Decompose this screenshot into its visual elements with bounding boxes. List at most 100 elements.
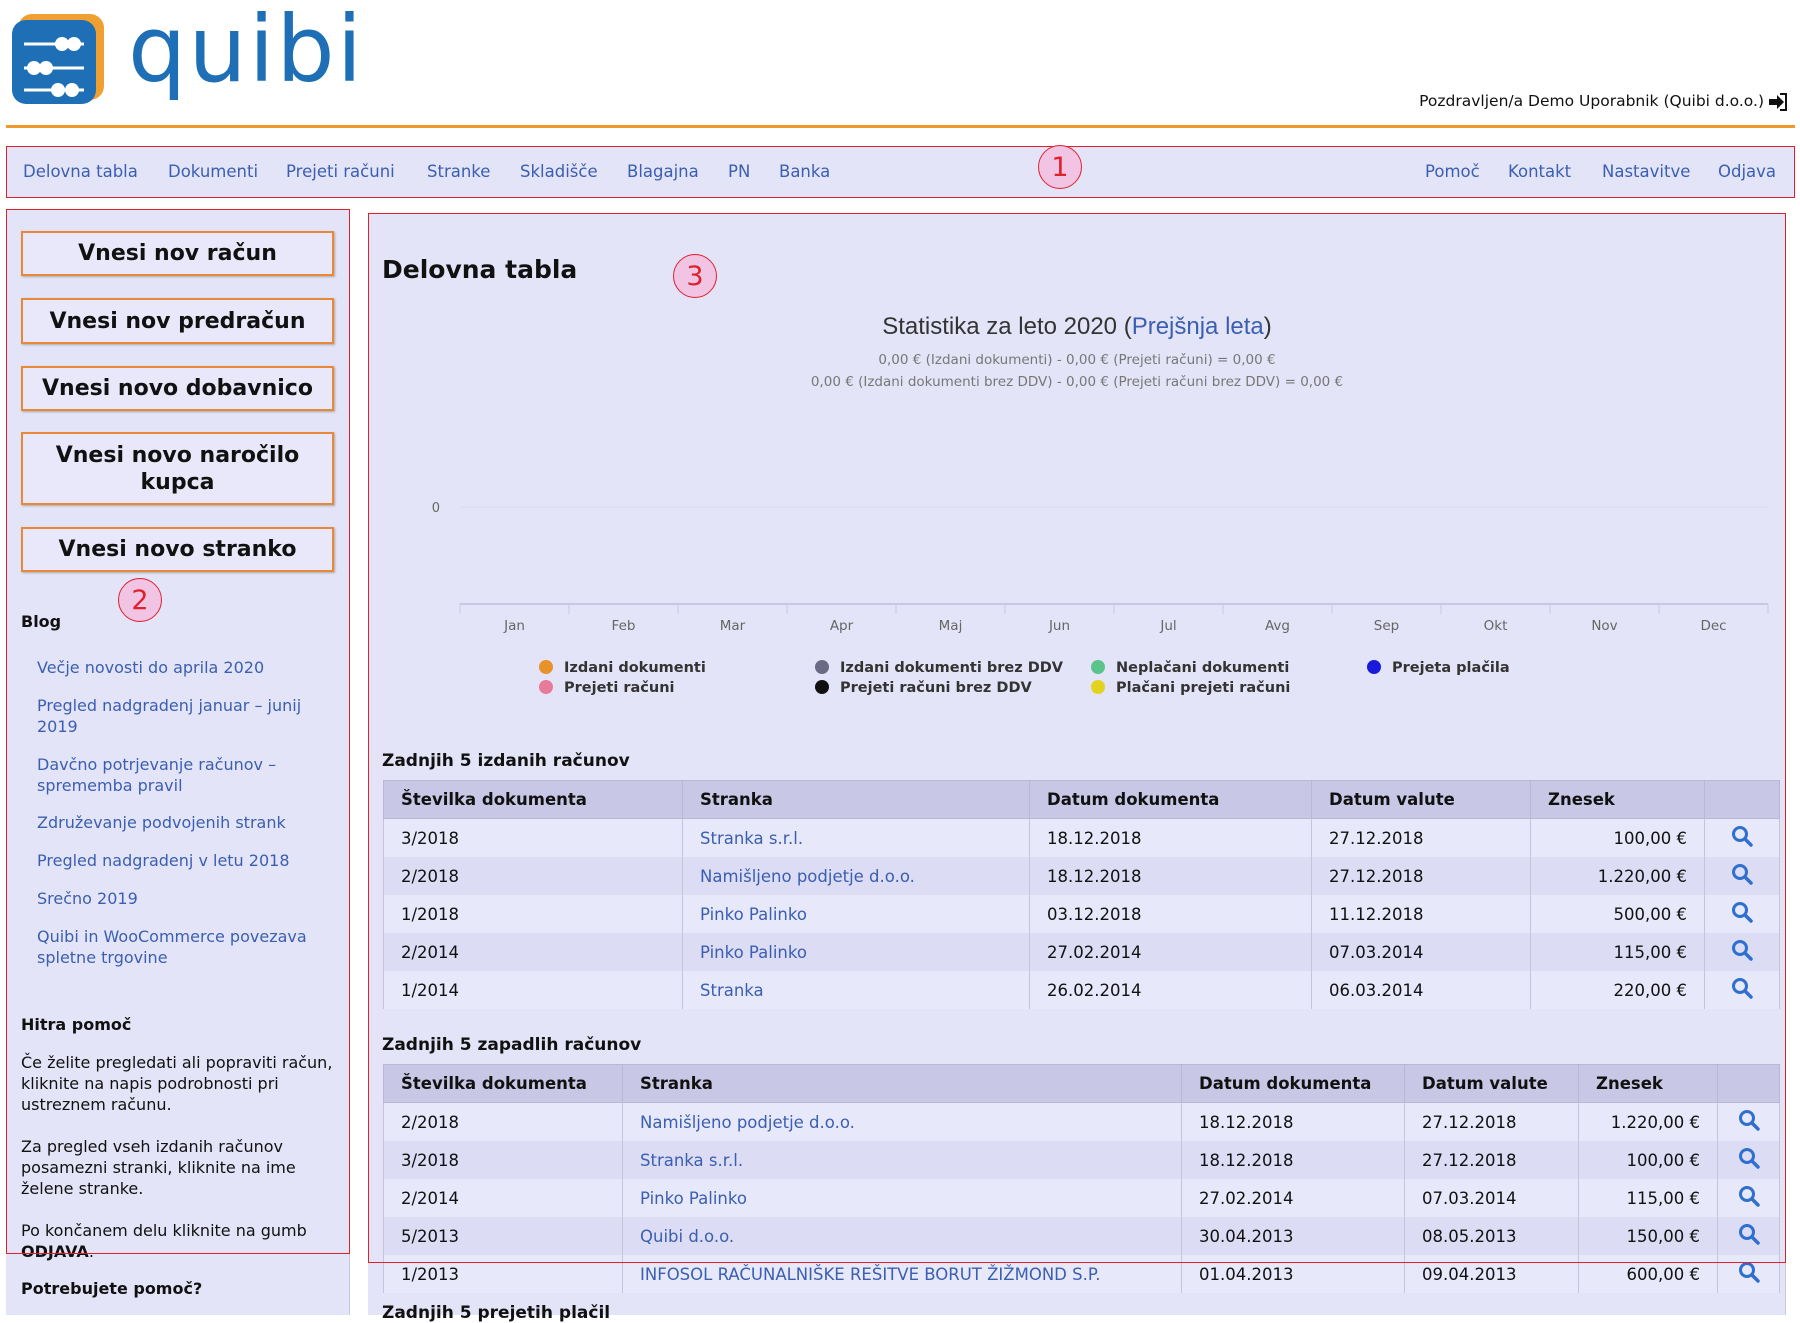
magnifier[interactable]	[1738, 1261, 1760, 1283]
nav-link[interactable]: PN	[728, 162, 751, 181]
nav-link[interactable]: Blagajna	[627, 162, 699, 181]
chart-title-link[interactable]: Prejšnja leta	[1131, 313, 1264, 340]
table-cell: 2/2014	[383, 1179, 623, 1217]
blog-link[interactable]: Združevanje podvojenih strank	[37, 813, 286, 832]
table-cell: Stranka s.r.l.	[682, 818, 1030, 857]
logout-icon[interactable]	[1768, 93, 1788, 111]
blog-link[interactable]: Davčno potrjevanje računov – sprememba p…	[37, 755, 277, 795]
nav-link[interactable]: Nastavitve	[1602, 162, 1691, 181]
client-link[interactable]: INFOSOL RAČUNALNIŠKE REŠITVE BORUT ŽIŽMO…	[640, 1264, 1101, 1284]
magnifier[interactable]	[1738, 1185, 1760, 1207]
blog-link[interactable]: Srečno 2019	[37, 889, 138, 908]
nav-link[interactable]: Pomoč	[1425, 162, 1480, 181]
nav-link[interactable]: Skladišče	[520, 162, 598, 181]
details-cell	[1704, 818, 1780, 857]
annotation-number: 1	[1038, 145, 1082, 189]
action-button[interactable]: Vnesi novo naročilo kupca	[21, 432, 334, 505]
sidebar: Vnesi nov račun Vnesi nov predračun Vnesi …	[6, 209, 350, 1315]
magnifier[interactable]	[1731, 977, 1753, 999]
table-cell: 2/2014	[383, 933, 683, 971]
nav-link[interactable]: Stranke	[427, 162, 491, 181]
section-title: Hitra pomoč	[21, 1015, 132, 1034]
table-cell: 150,00 €	[1578, 1217, 1718, 1255]
action-button[interactable]: Vnesi nov račun	[21, 231, 334, 276]
nav-link[interactable]: Delovna tabla	[23, 162, 138, 181]
legend-label: Izdani dokumenti brez DDV	[840, 660, 1064, 676]
legend-marker	[815, 660, 829, 674]
header-row: Številka dokumenta Stranka Datum dokumenta…	[383, 1064, 1780, 1103]
table-cell: INFOSOL RAČUNALNIŠKE REŠITVE BORUT ŽIŽMO…	[622, 1255, 1182, 1293]
action-button[interactable]: Vnesi novo dobavnico	[21, 366, 334, 411]
header-rule	[6, 125, 1795, 128]
magnifier[interactable]	[1731, 939, 1753, 961]
details-icon[interactable]	[1738, 1110, 1760, 1135]
details-icon[interactable]	[1738, 1186, 1760, 1211]
details-icon[interactable]	[1731, 978, 1753, 1003]
table-cell: 100,00 €	[1578, 1141, 1718, 1179]
details-icon[interactable]	[1731, 864, 1753, 889]
table-cell: 5/2013	[383, 1217, 623, 1255]
client-link[interactable]: Pinko Palinko	[700, 942, 807, 962]
x-tick-label: Jun	[1048, 618, 1070, 634]
table-cell: Stranka s.r.l.	[622, 1141, 1182, 1179]
client-link[interactable]: Stranka s.r.l.	[640, 1150, 744, 1170]
blog-link[interactable]: Pregled nadgradenj januar – junij 2019	[37, 696, 302, 736]
magnifier[interactable]	[1738, 1109, 1760, 1131]
legend-label: Plačani prejeti računi	[1116, 680, 1290, 696]
table-cell: 500,00 €	[1530, 895, 1705, 933]
table-cell: 18.12.2018	[1029, 857, 1312, 895]
annotation-number: 3	[673, 254, 717, 298]
legend-marker	[815, 680, 829, 694]
details-cell	[1717, 1179, 1780, 1217]
magnifier[interactable]	[1731, 825, 1753, 847]
nav-link[interactable]: Kontakt	[1508, 162, 1572, 181]
action-button[interactable]: Vnesi nov predračun	[21, 298, 334, 344]
column-header: Datum dokumenta	[1029, 780, 1312, 819]
legend-marker	[1091, 660, 1105, 674]
details-cell	[1704, 895, 1780, 933]
blog-link[interactable]: Quibi in WooCommerce povezava spletne tr…	[37, 927, 307, 967]
details-icon[interactable]	[1731, 940, 1753, 965]
table-cell: 1/2014	[383, 971, 683, 1009]
details-icon[interactable]	[1738, 1224, 1760, 1249]
magnifier[interactable]	[1738, 1147, 1760, 1169]
blog-link[interactable]: Pregled nadgradenj v letu 2018	[37, 851, 290, 870]
nav-link[interactable]: Banka	[779, 162, 831, 181]
client-link[interactable]: Stranka s.r.l.	[700, 828, 804, 848]
x-tick-label: Mar	[720, 618, 746, 634]
logo-text[interactable]: quibi	[128, 0, 365, 103]
magnifier[interactable]	[1731, 901, 1753, 923]
magnifier[interactable]	[1731, 863, 1753, 885]
table-cell: 115,00 €	[1530, 933, 1705, 971]
details-icon[interactable]	[1738, 1262, 1760, 1287]
column-header: Datum dokumenta	[1181, 1064, 1405, 1103]
table-cell: Pinko Palinko	[622, 1179, 1182, 1217]
client-link[interactable]: Quibi d.o.o.	[640, 1226, 735, 1246]
data-table: Številka dokumenta Stranka Datum dokumenta…	[383, 780, 1780, 1009]
magnifier[interactable]	[1738, 1223, 1760, 1245]
legend-label: Prejeti računi brez DDV	[840, 680, 1032, 696]
table-cell: Pinko Palinko	[682, 933, 1030, 971]
column-header: Stranka	[622, 1064, 1182, 1103]
data-table: Številka dokumenta Stranka Datum dokumenta…	[383, 1064, 1780, 1293]
table-cell: 26.02.2014	[1029, 971, 1312, 1009]
nav-link[interactable]: Odjava	[1718, 162, 1777, 181]
table-cell: Namišljeno podjetje d.o.o.	[682, 857, 1030, 895]
client-link[interactable]: Namišljeno podjetje d.o.o.	[640, 1112, 855, 1132]
action-button[interactable]: Vnesi novo stranko	[21, 527, 334, 572]
table-cell: 27.12.2018	[1311, 857, 1531, 895]
details-icon[interactable]	[1731, 826, 1753, 851]
client-link[interactable]: Pinko Palinko	[700, 904, 807, 924]
nav-link[interactable]: Prejeti računi	[286, 162, 395, 181]
x-tick-label: Avg	[1265, 618, 1290, 634]
client-link[interactable]: Stranka	[700, 980, 764, 1000]
column-header: Številka dokumenta	[383, 1064, 623, 1103]
details-icon[interactable]	[1731, 902, 1753, 927]
nav-link[interactable]: Dokumenti	[168, 162, 259, 181]
table-cell: 27.02.2014	[1029, 933, 1312, 971]
client-link[interactable]: Namišljeno podjetje d.o.o.	[700, 866, 915, 886]
client-link[interactable]: Pinko Palinko	[640, 1188, 747, 1208]
details-icon[interactable]	[1738, 1148, 1760, 1173]
blog-link[interactable]: Večje novosti do aprila 2020	[37, 658, 265, 677]
logo-icon[interactable]	[10, 10, 106, 106]
